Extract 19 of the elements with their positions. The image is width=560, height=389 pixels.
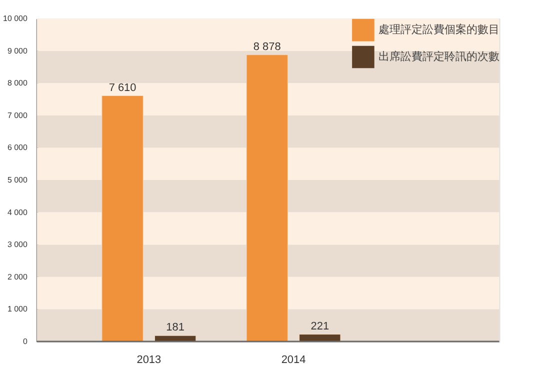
y-tick-label: 1 000 [7,304,28,314]
y-tick-label: 4 000 [7,208,28,217]
y-tick-label: 2 000 [7,272,28,282]
y-tick-label: 9 000 [7,46,28,56]
text: 7 610 [108,82,136,94]
x-tick-label: 2013 [136,354,162,366]
y-tick-label: 6 000 [7,143,28,152]
text: 181 [166,322,184,334]
text: 221 [310,320,330,332]
y-tick-label: 8 000 [7,78,28,88]
y-tick-label: 10 000 [3,14,28,24]
y-tick-label: 7 000 [7,110,28,120]
y-tick-label: 3 000 [7,240,28,250]
text: 8 878 [253,40,281,53]
legend-label: 出席訟費評定聆訊的次數 [378,50,500,63]
y-tick-label: 5 000 [7,176,28,185]
legend-label: 處理評定訟費個案的數目 [378,23,500,36]
y-tick-label: 0 [22,336,28,346]
x-tick-label: 2014 [281,354,306,366]
